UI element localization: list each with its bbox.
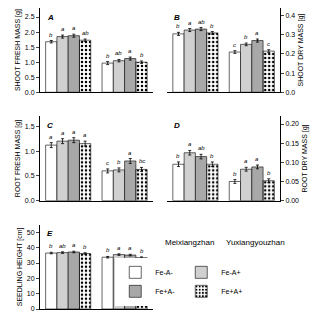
- svg-text:b: b: [244, 34, 248, 40]
- svg-text:B: B: [174, 13, 180, 22]
- svg-text:Fe+A+: Fe+A+: [221, 288, 242, 295]
- svg-text:a: a: [72, 129, 76, 135]
- svg-text:Meixiangzhan: Meixiangzhan: [165, 238, 214, 247]
- svg-text:0.5: 0.5: [25, 172, 35, 179]
- svg-text:0.1: 0.1: [285, 70, 295, 77]
- svg-text:a: a: [72, 242, 76, 248]
- svg-text:0: 0: [31, 305, 35, 312]
- svg-text:bc: bc: [139, 158, 145, 164]
- svg-text:C: C: [47, 121, 53, 130]
- svg-text:Fe-A+: Fe-A+: [221, 269, 240, 276]
- svg-text:0.20: 0.20: [285, 120, 299, 127]
- svg-text:b: b: [106, 53, 110, 59]
- svg-text:SEEDLING HEIGHT [cm]: SEEDLING HEIGHT [cm]: [16, 227, 24, 306]
- svg-text:50: 50: [27, 229, 35, 236]
- svg-text:b: b: [49, 32, 53, 38]
- svg-text:SHOOT FRESH MASS [g]: SHOOT FRESH MASS [g]: [14, 9, 22, 91]
- svg-text:ROOT FRESH MASS [g]: ROOT FRESH MASS [g]: [14, 120, 22, 197]
- svg-text:ab: ab: [59, 243, 66, 249]
- svg-text:1.0: 1.0: [25, 59, 35, 66]
- svg-text:ab: ab: [198, 145, 205, 151]
- svg-text:2.0: 2.0: [25, 29, 35, 36]
- svg-text:0.15: 0.15: [285, 140, 299, 147]
- svg-text:40: 40: [27, 244, 35, 251]
- svg-text:1.5: 1.5: [25, 123, 35, 130]
- svg-text:0.2: 0.2: [285, 50, 295, 57]
- svg-text:ab: ab: [198, 19, 205, 25]
- svg-text:a: a: [128, 48, 132, 54]
- svg-text:0.10: 0.10: [285, 159, 299, 166]
- svg-text:b: b: [210, 153, 214, 159]
- svg-text:ab: ab: [82, 30, 89, 36]
- svg-text:b: b: [176, 23, 180, 29]
- svg-text:1.5: 1.5: [25, 44, 35, 51]
- svg-text:b: b: [140, 248, 144, 254]
- svg-text:a: a: [255, 156, 259, 162]
- svg-text:a: a: [61, 130, 65, 136]
- svg-text:a: a: [188, 20, 192, 26]
- svg-text:0.5: 0.5: [25, 74, 35, 81]
- svg-text:a: a: [128, 150, 132, 156]
- svg-text:30: 30: [27, 259, 35, 266]
- svg-text:a: a: [255, 30, 259, 36]
- svg-text:Fe-A-: Fe-A-: [155, 269, 173, 276]
- svg-text:c: c: [233, 42, 236, 48]
- svg-text:0.0: 0.0: [25, 197, 35, 204]
- svg-text:0.4: 0.4: [285, 12, 295, 19]
- svg-text:D: D: [174, 121, 180, 130]
- svg-text:A: A: [47, 13, 54, 22]
- svg-text:b: b: [83, 244, 87, 250]
- svg-text:0.3: 0.3: [285, 31, 295, 38]
- svg-text:Fe+A-: Fe+A-: [155, 288, 175, 295]
- svg-text:a: a: [72, 25, 76, 31]
- svg-text:20: 20: [27, 275, 35, 282]
- svg-text:E: E: [47, 229, 53, 238]
- svg-text:a: a: [128, 245, 132, 251]
- svg-text:b: b: [210, 23, 214, 29]
- svg-text:b: b: [267, 170, 271, 176]
- svg-text:a: a: [244, 158, 248, 164]
- svg-text:1.0: 1.0: [25, 148, 35, 155]
- svg-text:a: a: [117, 245, 121, 251]
- svg-text:0.05: 0.05: [285, 178, 299, 185]
- svg-text:0.00: 0.00: [285, 197, 299, 204]
- svg-text:b: b: [106, 247, 110, 253]
- svg-text:ab: ab: [115, 50, 122, 56]
- svg-text:a: a: [188, 141, 192, 147]
- svg-text:b: b: [117, 159, 121, 165]
- svg-text:b: b: [140, 52, 144, 58]
- svg-text:Yuxiangyouzhan: Yuxiangyouzhan: [226, 238, 285, 247]
- svg-text:0.0: 0.0: [25, 89, 35, 96]
- svg-text:10: 10: [27, 290, 35, 297]
- svg-text:b: b: [233, 171, 237, 177]
- svg-text:b: b: [176, 153, 180, 159]
- svg-text:b: b: [49, 243, 53, 249]
- svg-text:2.5: 2.5: [25, 13, 35, 20]
- svg-text:c: c: [106, 160, 109, 166]
- svg-text:a: a: [49, 134, 53, 140]
- svg-text:0.0: 0.0: [285, 89, 295, 96]
- svg-text:a: a: [61, 26, 65, 32]
- svg-text:a: a: [83, 132, 87, 138]
- svg-text:SHOOT DRY MASS [g]: SHOOT DRY MASS [g]: [297, 14, 305, 87]
- svg-text:ROOT DRY MASS [g]: ROOT DRY MASS [g]: [301, 124, 309, 192]
- svg-text:c: c: [267, 41, 270, 47]
